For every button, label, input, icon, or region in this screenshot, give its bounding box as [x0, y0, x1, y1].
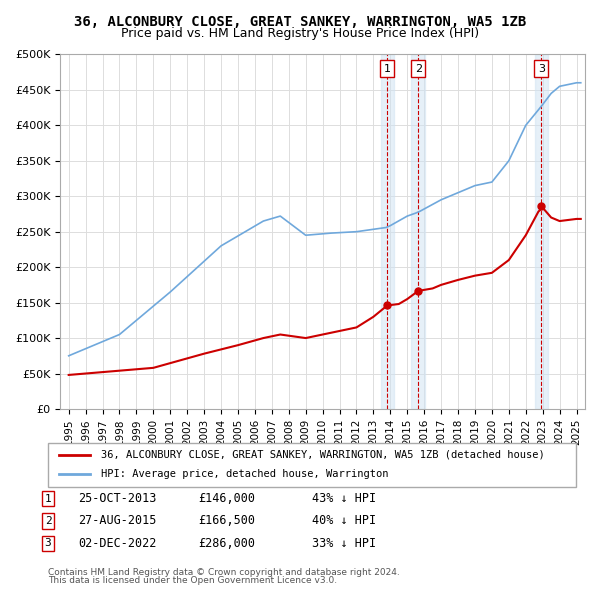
Text: 36, ALCONBURY CLOSE, GREAT SANKEY, WARRINGTON, WA5 1ZB (detached house): 36, ALCONBURY CLOSE, GREAT SANKEY, WARRI…: [101, 450, 545, 460]
Text: 1: 1: [384, 64, 391, 74]
Text: 27-AUG-2015: 27-AUG-2015: [78, 514, 157, 527]
Bar: [412, 54, 425, 409]
Text: This data is licensed under the Open Government Licence v3.0.: This data is licensed under the Open Gov…: [48, 576, 337, 585]
Bar: [535, 54, 548, 409]
Text: 36, ALCONBURY CLOSE, GREAT SANKEY, WARRINGTON, WA5 1ZB: 36, ALCONBURY CLOSE, GREAT SANKEY, WARRI…: [74, 15, 526, 29]
Text: 02-DEC-2022: 02-DEC-2022: [78, 537, 157, 550]
Text: 2: 2: [415, 64, 422, 74]
Text: 33% ↓ HPI: 33% ↓ HPI: [312, 537, 376, 550]
Text: Price paid vs. HM Land Registry's House Price Index (HPI): Price paid vs. HM Land Registry's House …: [121, 27, 479, 40]
Text: £166,500: £166,500: [198, 514, 255, 527]
Bar: [380, 54, 394, 409]
Text: HPI: Average price, detached house, Warrington: HPI: Average price, detached house, Warr…: [101, 470, 388, 479]
Text: 1: 1: [44, 494, 52, 503]
Text: 40% ↓ HPI: 40% ↓ HPI: [312, 514, 376, 527]
FancyBboxPatch shape: [48, 442, 576, 487]
Text: £146,000: £146,000: [198, 492, 255, 505]
Text: 2: 2: [44, 516, 52, 526]
Text: 43% ↓ HPI: 43% ↓ HPI: [312, 492, 376, 505]
Text: £286,000: £286,000: [198, 537, 255, 550]
Text: 3: 3: [538, 64, 545, 74]
Text: Contains HM Land Registry data © Crown copyright and database right 2024.: Contains HM Land Registry data © Crown c…: [48, 568, 400, 577]
Text: 3: 3: [44, 539, 52, 548]
Text: 25-OCT-2013: 25-OCT-2013: [78, 492, 157, 505]
